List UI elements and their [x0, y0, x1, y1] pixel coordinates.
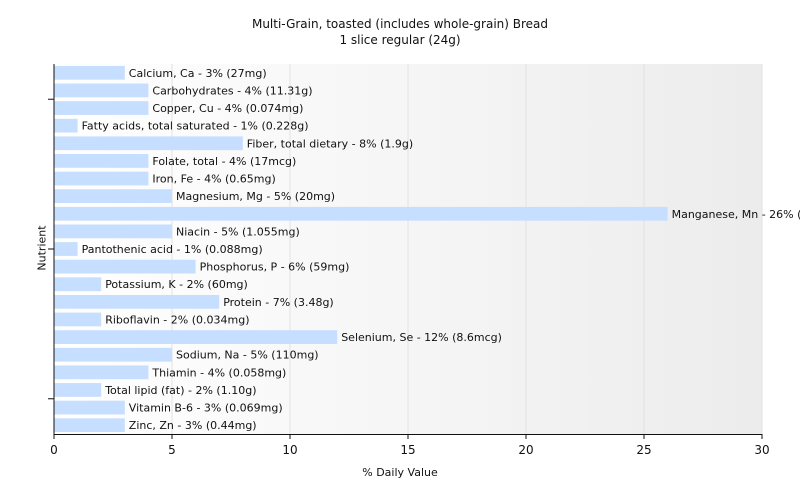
bar: [54, 136, 243, 151]
bar-label: Selenium, Se - 12% (8.6mcg): [341, 331, 502, 344]
bar: [54, 224, 172, 239]
bar: [54, 383, 102, 397]
bar: [54, 294, 220, 309]
bar-label: Riboflavin - 2% (0.034mg): [105, 313, 249, 326]
bar-label: Thiamin - 4% (0.058mg): [151, 366, 286, 379]
bar: [54, 400, 125, 415]
x-tick-label: 20: [518, 443, 533, 457]
x-tick-label: 30: [754, 443, 769, 457]
bar: [54, 277, 102, 292]
bar-label: Pantothenic acid - 1% (0.088mg): [82, 243, 263, 256]
bar-label: Fiber, total dietary - 8% (1.9g): [247, 137, 413, 150]
bar: [54, 312, 102, 327]
bar-label: Potassium, K - 2% (60mg): [105, 278, 248, 291]
bar-label: Carbohydrates - 4% (11.31g): [152, 84, 312, 97]
bar: [54, 242, 78, 256]
bar-label: Manganese, Mn - 26% (0.528mg): [672, 208, 800, 221]
bar-label: Magnesium, Mg - 5% (20mg): [176, 190, 335, 203]
bar-label: Folate, total - 4% (17mcg): [152, 155, 296, 168]
y-axis-label: Nutrient: [35, 225, 49, 271]
x-tick-label: 15: [400, 443, 415, 457]
x-tick-label: 25: [636, 443, 651, 457]
bar: [54, 83, 149, 98]
bar: [54, 101, 149, 115]
bar-label: Protein - 7% (3.48g): [223, 296, 334, 309]
bar: [54, 365, 149, 380]
x-tick-label: 0: [50, 443, 58, 457]
chart-subtitle: 1 slice regular (24g): [339, 33, 461, 47]
bar-label: Sodium, Na - 5% (110mg): [176, 349, 319, 362]
bar-label: Vitamin B-6 - 3% (0.069mg): [129, 402, 283, 415]
bar: [54, 118, 78, 133]
bar: [54, 154, 149, 168]
bar: [54, 259, 196, 274]
bar: [54, 347, 172, 362]
bar: [54, 206, 668, 221]
bar-label: Iron, Fe - 4% (0.65mg): [152, 173, 275, 186]
bar-label: Phosphorus, P - 6% (59mg): [200, 261, 350, 274]
x-tick-label: 5: [168, 443, 176, 457]
bar-label: Fatty acids, total saturated - 1% (0.228…: [82, 120, 309, 133]
x-axis-label: % Daily Value: [362, 466, 438, 479]
bar-label: Niacin - 5% (1.055mg): [176, 225, 300, 238]
bar: [54, 65, 125, 80]
bar-label: Zinc, Zn - 3% (0.44mg): [129, 419, 257, 432]
bar-label: Calcium, Ca - 3% (27mg): [129, 67, 267, 80]
bar: [54, 171, 149, 186]
bar-label: Total lipid (fat) - 2% (1.10g): [104, 384, 256, 397]
bar: [54, 189, 172, 204]
x-tick-label: 10: [282, 443, 297, 457]
bar: [54, 418, 125, 433]
bar: [54, 330, 338, 344]
bar-label: Copper, Cu - 4% (0.074mg): [152, 102, 303, 115]
chart-title: Multi-Grain, toasted (includes whole-gra…: [251, 17, 549, 31]
